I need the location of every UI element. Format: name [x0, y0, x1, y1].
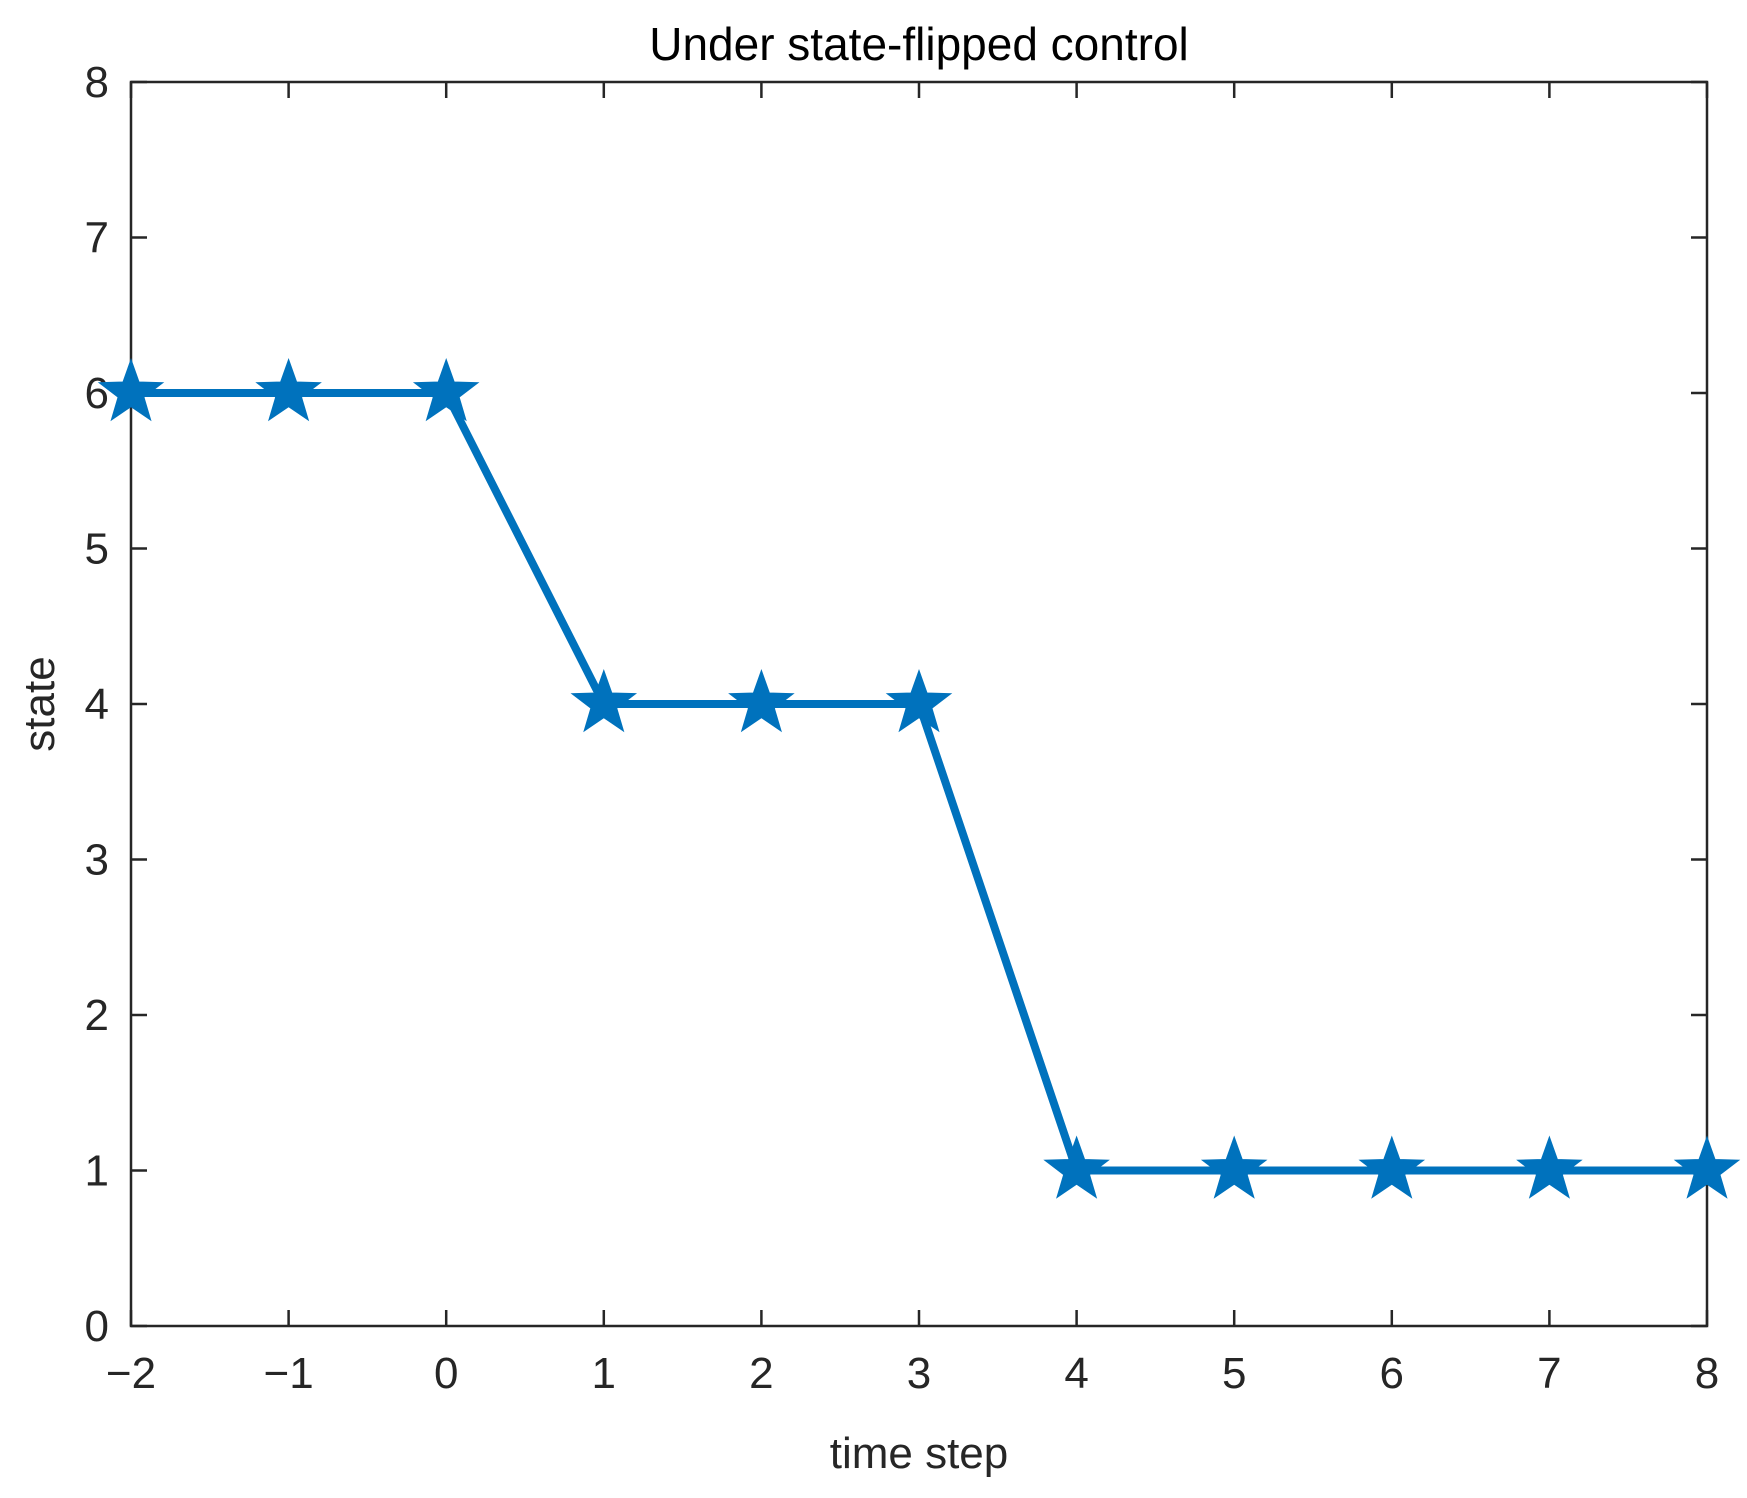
x-tick-label: 8 — [1695, 1349, 1719, 1398]
data-point-star — [1358, 1135, 1426, 1199]
x-tick-label: −2 — [106, 1349, 156, 1398]
data-point-star — [97, 358, 165, 422]
data-point-star — [1516, 1135, 1583, 1199]
y-tick-label: 6 — [85, 369, 109, 418]
y-tick-label: 8 — [85, 58, 109, 107]
data-point-star — [412, 358, 480, 422]
y-tick-label: 5 — [85, 525, 109, 574]
data-point-star — [728, 669, 795, 733]
data-point-star — [570, 669, 638, 733]
plot-area: −2 −1 0 1 2 3 4 5 6 7 8 0 1 2 3 4 5 6 7 8 — [85, 58, 1741, 1398]
x-tick-label: −1 — [264, 1349, 314, 1398]
y-tick-label: 0 — [85, 1302, 109, 1351]
data-point-star — [1673, 1135, 1741, 1199]
x-tick-label: 3 — [907, 1349, 931, 1398]
x-tick-label: 4 — [1064, 1349, 1088, 1398]
y-tick-label: 2 — [85, 991, 109, 1040]
y-tick-label: 3 — [85, 836, 109, 885]
x-tick-label: 5 — [1222, 1349, 1246, 1398]
x-tick-label: 1 — [592, 1349, 616, 1398]
x-tick-label: 0 — [434, 1349, 458, 1398]
data-point-star — [1043, 1135, 1110, 1199]
y-tick-label: 7 — [85, 214, 109, 263]
y-axis-title: state — [15, 656, 64, 751]
data-point-star — [255, 358, 322, 422]
x-tick-label: 2 — [749, 1349, 773, 1398]
y-tick-label: 4 — [85, 680, 109, 729]
x-tick-label: 6 — [1380, 1349, 1404, 1398]
x-axis-title: time step — [830, 1429, 1009, 1478]
y-tick-label: 1 — [85, 1147, 109, 1196]
data-point-star — [1200, 1135, 1268, 1199]
data-point-star — [885, 669, 953, 733]
chart-title: Under state-flipped control — [649, 18, 1189, 70]
x-tick-label: 7 — [1537, 1349, 1561, 1398]
